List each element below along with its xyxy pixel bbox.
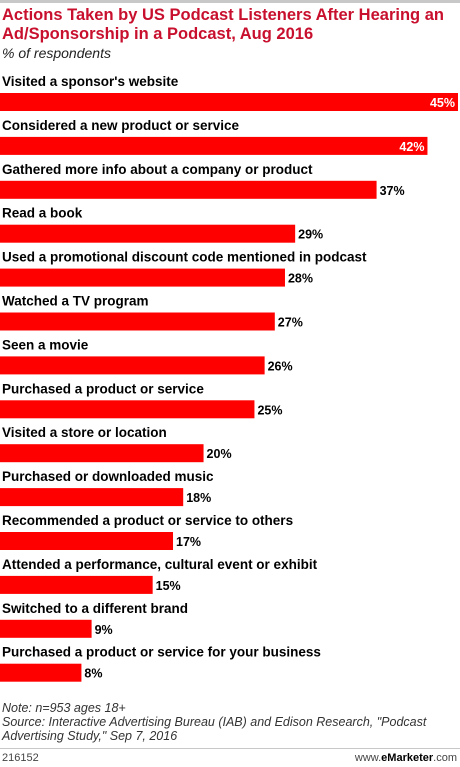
top-rule [0,0,460,3]
bar-visited-a-store-or-location [0,444,204,463]
category-label-recommended-a-product-or-service-to-others: Recommended a product or service to othe… [2,513,293,528]
chart-title: Actions Taken by US Podcast Listeners Af… [2,6,444,43]
site-brand: eMarketer [381,752,434,764]
value-label-purchased-a-product-or-service: 25% [257,403,282,417]
chart-id: 216152 [2,752,39,764]
bar-used-a-promotional-discount-code-mentioned-in-podcast [0,268,285,287]
chart-subtitle: % of respondents [2,45,111,61]
category-label-read-a-book: Read a book [2,206,83,221]
value-label-visited-a-store-or-location: 20% [207,447,232,461]
category-label-considered-a-new-product-or-service: Considered a new product or service [2,118,240,133]
bar-visited-a-sponsor-s-website [0,93,458,111]
bar-attended-a-performance-cultural-event-or-exhibit [0,575,153,594]
bar-purchased-a-product-or-service [0,400,255,419]
category-label-purchased-a-product-or-service-for-your-business: Purchased a product or service for your … [2,645,321,660]
site-suffix: .com [433,752,457,764]
bar-read-a-book [0,224,296,243]
value-label-recommended-a-product-or-service-to-others: 17% [176,535,201,549]
bar-switched-to-a-different-brand [0,619,92,638]
footnote: Note: n=953 ages 18+ Source: Interactive… [2,701,457,743]
category-label-seen-a-movie: Seen a movie [2,337,89,352]
category-label-visited-a-sponsor-s-website: Visited a sponsor's website [2,74,179,89]
value-label-considered-a-new-product-or-service: 42% [399,140,424,154]
category-label-switched-to-a-different-brand: Switched to a different brand [2,601,188,616]
bar-considered-a-new-product-or-service [0,136,428,155]
value-label-purchased-or-downloaded-music: 18% [186,491,211,505]
site-prefix: www. [354,752,382,764]
footnote-source: Source: Interactive Advertising Bureau (… [2,715,427,743]
category-label-used-a-promotional-discount-code-mentioned-in-podcast: Used a promotional discount code mention… [2,250,367,265]
bar-purchased-or-downloaded-music [0,488,184,507]
bar-recommended-a-product-or-service-to-others [0,532,174,550]
value-label-watched-a-tv-program: 27% [278,316,303,330]
site-credit: www.eMarketer.com [355,752,457,764]
bar-gathered-more-info-about-a-company-or-product [0,180,377,199]
bar-purchased-a-product-or-service-for-your-business [0,663,82,682]
bar-watched-a-tv-program [0,312,275,331]
value-label-seen-a-movie: 26% [268,359,293,373]
value-label-visited-a-sponsor-s-website: 45% [430,96,455,110]
category-label-attended-a-performance-cultural-event-or-exhibit: Attended a performance, cultural event o… [2,557,318,572]
value-label-read-a-book: 29% [298,228,323,242]
category-label-watched-a-tv-program: Watched a TV program [2,294,149,309]
value-label-purchased-a-product-or-service-for-your-business: 8% [84,667,102,681]
category-label-purchased-a-product-or-service: Purchased a product or service [2,381,204,396]
value-label-gathered-more-info-about-a-company-or-product: 37% [380,184,405,198]
value-label-attended-a-performance-cultural-event-or-exhibit: 15% [156,579,181,593]
category-label-visited-a-store-or-location: Visited a store or location [2,425,167,440]
category-label-purchased-or-downloaded-music: Purchased or downloaded music [2,469,214,484]
category-label-gathered-more-info-about-a-company-or-product: Gathered more info about a company or pr… [2,162,313,177]
footnote-note: Note: n=953 ages 18+ [2,701,126,715]
bar-seen-a-movie [0,356,265,375]
footer-rule [0,748,460,749]
value-label-switched-to-a-different-brand: 9% [95,623,113,637]
value-label-used-a-promotional-discount-code-mentioned-in-podcast: 28% [288,272,313,286]
